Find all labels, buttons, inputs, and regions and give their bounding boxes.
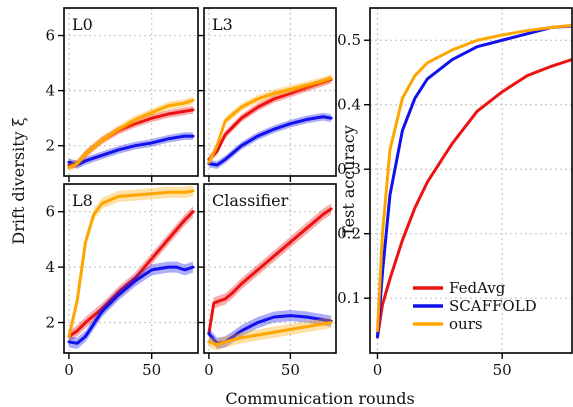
line-fedavg — [207, 78, 333, 161]
y-tick-label: 0.1 — [337, 289, 361, 307]
line-ours — [375, 23, 572, 332]
line-ours — [67, 189, 195, 338]
panel-title: L8 — [72, 191, 93, 210]
series-group — [67, 96, 195, 172]
y-tick-label: 6 — [45, 203, 55, 221]
x-axis-label: Communication rounds — [225, 389, 414, 407]
y-tick-label: 0.4 — [337, 96, 361, 114]
axes-frame — [203, 183, 337, 354]
panel-title: Classifier — [212, 191, 289, 210]
series-group — [207, 74, 333, 169]
panel-classifier: 0 50 Classifier — [198, 183, 337, 379]
panel-title: L3 — [212, 15, 233, 34]
series-group — [207, 203, 333, 351]
axes-frame — [63, 183, 199, 354]
x-tick-label: 50 — [493, 361, 512, 379]
x-tick-label: 0 — [204, 361, 214, 379]
line-ours — [207, 76, 333, 164]
line-scaffold — [67, 265, 195, 345]
y-tick-label: 4 — [45, 258, 55, 276]
y-axis-label-right: Test accuracy — [339, 125, 358, 237]
line-fedavg — [375, 58, 572, 339]
line-fedavg — [67, 210, 195, 338]
y-tick-label: 6 — [45, 27, 55, 45]
line-scaffold — [207, 115, 333, 167]
line-scaffold — [375, 24, 572, 339]
panel-l0: 2 4 6 L0 — [45, 7, 199, 182]
x-tick-label: 0 — [373, 361, 383, 379]
series-group — [375, 23, 572, 339]
band-scaffold — [208, 310, 332, 349]
line-ours — [207, 321, 333, 347]
legend-label-ours: ours — [449, 315, 483, 333]
x-tick-label: 0 — [64, 361, 74, 379]
panel-l3: L3 — [198, 7, 337, 182]
x-tick-label: 50 — [142, 361, 161, 379]
y-axis-label-left: Drift diversity ξ — [9, 117, 28, 244]
band-fedavg — [68, 206, 194, 342]
band-fedavg — [208, 203, 332, 340]
y-tick-label: 0.3 — [337, 160, 361, 178]
x-tick-label: 50 — [281, 361, 300, 379]
axes-frame — [369, 7, 573, 354]
panel-l8: 0 50 2 4 6 L8 — [45, 183, 199, 379]
y-tick-label: 2 — [45, 314, 55, 332]
line-fedavg — [207, 207, 333, 336]
y-tick-label: 0.2 — [337, 225, 361, 243]
y-tick-label: 2 — [45, 137, 55, 155]
line-ours — [67, 98, 195, 170]
axes-frame — [63, 7, 199, 177]
panel-title: L0 — [72, 15, 93, 34]
line-scaffold — [67, 134, 195, 167]
legend-label-fedavg: FedAvg — [449, 279, 506, 297]
series-group — [67, 185, 195, 349]
y-tick-label: 0.5 — [337, 31, 361, 49]
panels: 2 4 6 L0 L3 0 50 2 4 6 L8 0 50 Classifier 0 50 0.1 0.2 0.3… — [45, 7, 573, 379]
legend-label-scaffold: SCAFFOLD — [449, 297, 537, 315]
y-tick-label: 4 — [45, 82, 55, 100]
axes-frame — [203, 7, 337, 177]
